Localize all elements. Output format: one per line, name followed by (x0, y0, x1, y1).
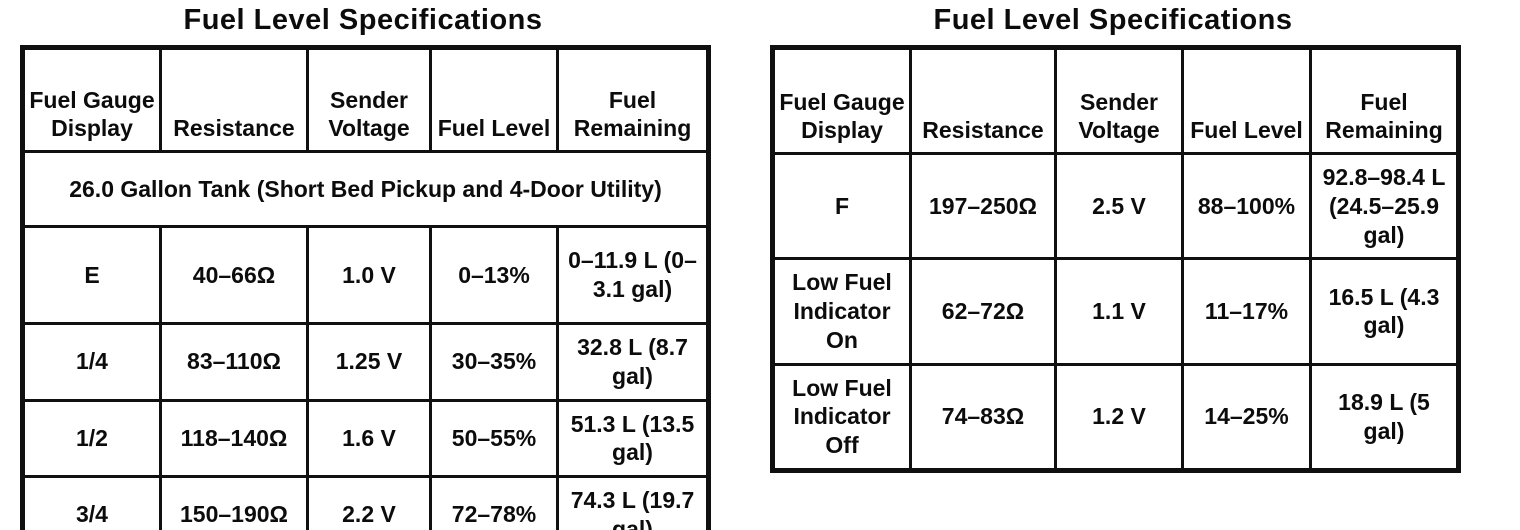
table-cell: 1.25 V (306, 322, 432, 402)
table-cell: 74.3 L (19.7 gal) (556, 475, 710, 530)
table-cell: 14–25% (1181, 362, 1312, 472)
fuel-spec-section-left: Fuel Level Specifications Fuel Gauge Dis… (20, 0, 711, 530)
table-cell: 40–66Ω (159, 225, 309, 325)
col-header-sender-voltage: Sender Voltage (306, 46, 432, 153)
table-cell: Low Fuel Indicator Off (771, 362, 912, 472)
table-cell: 1.0 V (306, 225, 432, 325)
fuel-spec-table-right: Fuel Gauge Display Resistance Sender Vol… (770, 45, 1461, 473)
table-cell: 88–100% (1181, 151, 1312, 261)
table-cell: 11–17% (1181, 257, 1312, 366)
table-cell: 0–11.9 L (0–3.1 gal) (556, 225, 710, 325)
table-cell: 50–55% (429, 398, 559, 478)
header-row: Fuel Gauge Display Resistance Sender Vol… (21, 46, 710, 153)
table-row: Low Fuel Indicator On 62–72Ω 1.1 V 11–17… (771, 257, 1460, 366)
col-header-resistance: Resistance (159, 46, 309, 153)
table-cell: E (21, 225, 162, 325)
table-cell: 1.6 V (306, 398, 432, 478)
table-title: Fuel Level Specifications (933, 4, 1293, 36)
table-cell: 1.2 V (1054, 362, 1184, 472)
col-header-fuel-level: Fuel Level (1181, 46, 1312, 155)
table-cell: 2.5 V (1054, 151, 1184, 261)
table-cell: 30–35% (429, 322, 559, 402)
table-cell: 72–78% (429, 475, 559, 530)
table-row: 1/4 83–110Ω 1.25 V 30–35% 32.8 L (8.7 ga… (21, 322, 710, 402)
table-cell: 150–190Ω (159, 475, 309, 530)
table-cell: 83–110Ω (159, 322, 309, 402)
table-title: Fuel Level Specifications (183, 4, 543, 36)
table-row: E 40–66Ω 1.0 V 0–13% 0–11.9 L (0–3.1 gal… (21, 225, 710, 325)
table-cell: 0–13% (429, 225, 559, 325)
tank-description-cell: 26.0 Gallon Tank (Short Bed Pickup and 4… (21, 150, 710, 228)
header-row: Fuel Gauge Display Resistance Sender Vol… (771, 46, 1460, 155)
col-header-fuel-gauge-display: Fuel Gauge Display (771, 46, 912, 155)
table-cell: 197–250Ω (909, 151, 1057, 261)
col-header-fuel-remaining: Fuel Remaining (1309, 46, 1460, 155)
table-row: F 197–250Ω 2.5 V 88–100% 92.8–98.4 L (24… (771, 151, 1460, 261)
table-cell: 32.8 L (8.7 gal) (556, 322, 710, 402)
table-cell: F (771, 151, 912, 261)
col-header-fuel-remaining: Fuel Remaining (556, 46, 710, 153)
fuel-spec-section-right: Fuel Level Specifications Fuel Gauge Dis… (770, 0, 1461, 473)
table-cell: 118–140Ω (159, 398, 309, 478)
table-cell: 1/4 (21, 322, 162, 402)
table-row: 1/2 118–140Ω 1.6 V 50–55% 51.3 L (13.5 g… (21, 398, 710, 478)
table-cell: 74–83Ω (909, 362, 1057, 472)
col-header-fuel-level: Fuel Level (429, 46, 559, 153)
table-cell: 62–72Ω (909, 257, 1057, 366)
col-header-sender-voltage: Sender Voltage (1054, 46, 1184, 155)
fuel-spec-table-left: Fuel Gauge Display Resistance Sender Vol… (20, 45, 711, 530)
col-header-fuel-gauge-display: Fuel Gauge Display (21, 46, 162, 153)
table-cell: 18.9 L (5 gal) (1309, 362, 1460, 472)
tank-span-row: 26.0 Gallon Tank (Short Bed Pickup and 4… (21, 150, 710, 228)
table-cell: 1/2 (21, 398, 162, 478)
table-cell: 2.2 V (306, 475, 432, 530)
table-cell: Low Fuel Indicator On (771, 257, 912, 366)
table-row: 3/4 150–190Ω 2.2 V 72–78% 74.3 L (19.7 g… (21, 475, 710, 530)
table-cell: 92.8–98.4 L (24.5–25.9 gal) (1309, 151, 1460, 261)
col-header-resistance: Resistance (909, 46, 1057, 155)
table-cell: 3/4 (21, 475, 162, 530)
table-cell: 16.5 L (4.3 gal) (1309, 257, 1460, 366)
table-cell: 1.1 V (1054, 257, 1184, 366)
table-cell: 51.3 L (13.5 gal) (556, 398, 710, 478)
table-row: Low Fuel Indicator Off 74–83Ω 1.2 V 14–2… (771, 362, 1460, 472)
